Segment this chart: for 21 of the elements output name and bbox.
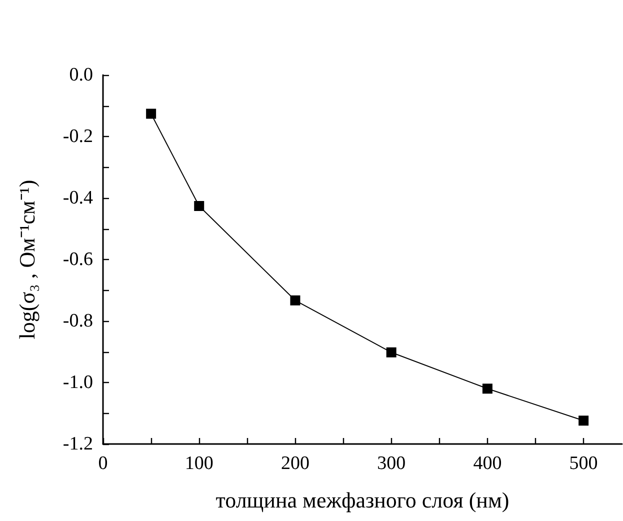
point — [386, 347, 396, 358]
x-axis-title: толщина межфазного слоя (нм) — [216, 488, 510, 512]
x-tick-label: 500 — [569, 453, 598, 474]
y-tick-label: -0.4 — [62, 188, 94, 208]
point — [194, 200, 204, 211]
y-tick-label: -0.6 — [62, 249, 93, 270]
point — [290, 295, 300, 306]
x-tick-label: 400 — [473, 453, 502, 474]
y-tick-label: 0.0 — [69, 64, 93, 86]
y-tick-label: -1.2 — [62, 434, 93, 454]
x-tick-label: 300 — [377, 453, 406, 474]
point — [146, 108, 156, 119]
y-axis-title: log(σ₃ , Ом⁻¹см⁻¹) — [14, 180, 40, 340]
x-tick-label: 0 — [98, 453, 108, 474]
y-tick-label: -1.0 — [62, 372, 93, 393]
point — [482, 384, 492, 394]
x-tick-label: 100 — [184, 453, 214, 474]
y-tick-label: -0.8 — [62, 310, 93, 332]
x-tick-label: 200 — [280, 453, 310, 474]
point — [578, 416, 589, 426]
y-tick-label: -0.2 — [62, 126, 93, 147]
